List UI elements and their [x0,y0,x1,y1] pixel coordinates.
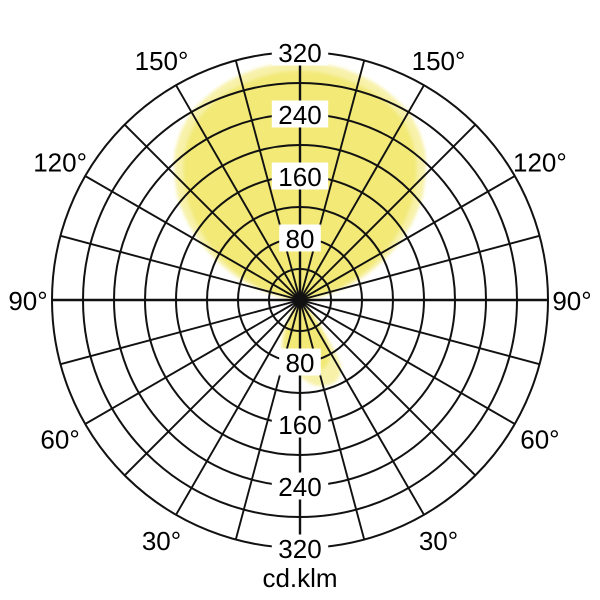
grid-spoke [175,299,301,516]
angle-label: 90° [8,286,47,316]
radial-tick-label: 240 [278,100,321,130]
radial-tick-chip [271,100,329,128]
grid-spoke [299,175,516,301]
grid-spoke [60,299,301,366]
angle-label: 150° [412,46,466,76]
grid-spoke [60,234,301,301]
radial-tick-label: 80 [286,224,315,254]
grid-spoke [299,60,366,301]
radial-tick-label: 160 [278,162,321,192]
radial-tick-label: 320 [278,534,321,564]
grid-spoke [123,123,301,301]
radial-tick-chip [271,472,329,500]
radial-tick-label: 240 [278,472,321,502]
grid-spoke [299,234,540,301]
angle-label: 150° [135,46,189,76]
unit-label: cd.klm [262,563,337,593]
grid-spoke [234,299,301,540]
radial-tick-chip [279,224,321,252]
grid-spoke [175,84,301,301]
angle-label: 60° [520,425,559,455]
radial-tick-chip [271,162,329,190]
radial-tick-chip [279,348,321,376]
radial-tick-label: 80 [286,348,315,378]
angle-label: 30° [142,526,181,556]
grid-spoke [299,84,425,301]
grid-spoke [299,299,540,366]
angle-labels: 30° 30° 60° 60° 90° 90° 120° 120° 150° 150° [8,46,591,556]
grid-spoke [299,299,516,425]
radial-tick-labels: 80 80 160 160 240 240 320 320 [271,38,329,564]
radial-tick-label: 320 [278,38,321,68]
center-dot [293,293,307,307]
grid-spoke [299,123,477,301]
angle-label: 90° [552,286,591,316]
radial-tick-chip [271,410,329,438]
grid-spoke [299,299,366,540]
radial-tick-label: 160 [278,410,321,440]
angle-label: 120° [513,148,567,178]
grid-spoke [299,299,477,477]
radial-tick-chip [271,534,329,562]
grid-spoke [299,299,425,516]
angle-label: 120° [33,148,87,178]
angle-label: 30° [419,526,458,556]
grid-spoke [234,60,301,301]
grid-spoke [84,299,301,425]
grid-spokes [52,52,548,548]
grid-spoke [84,175,301,301]
angle-label: 60° [40,425,79,455]
radial-tick-chip [271,38,329,66]
grid-spoke [123,299,301,477]
